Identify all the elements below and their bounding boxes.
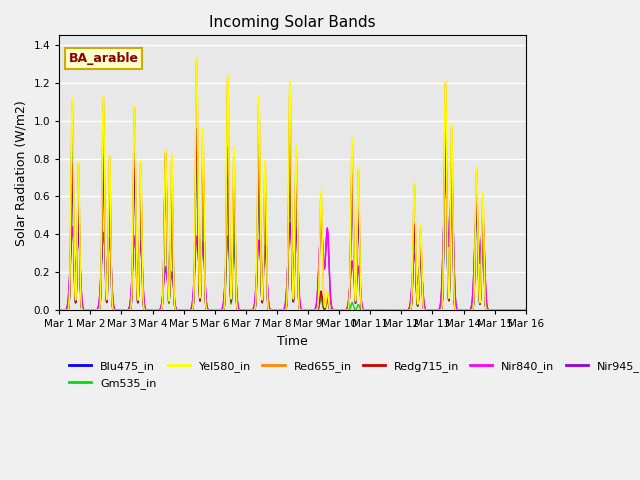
- X-axis label: Time: Time: [277, 335, 308, 348]
- Legend: Blu475_in, Gm535_in, Yel580_in, Red655_in, Redg715_in, Nir840_in, Nir945_in: Blu475_in, Gm535_in, Yel580_in, Red655_i…: [65, 357, 640, 393]
- Text: BA_arable: BA_arable: [68, 52, 138, 65]
- Y-axis label: Solar Radiation (W/m2): Solar Radiation (W/m2): [15, 100, 28, 246]
- Title: Incoming Solar Bands: Incoming Solar Bands: [209, 15, 376, 30]
